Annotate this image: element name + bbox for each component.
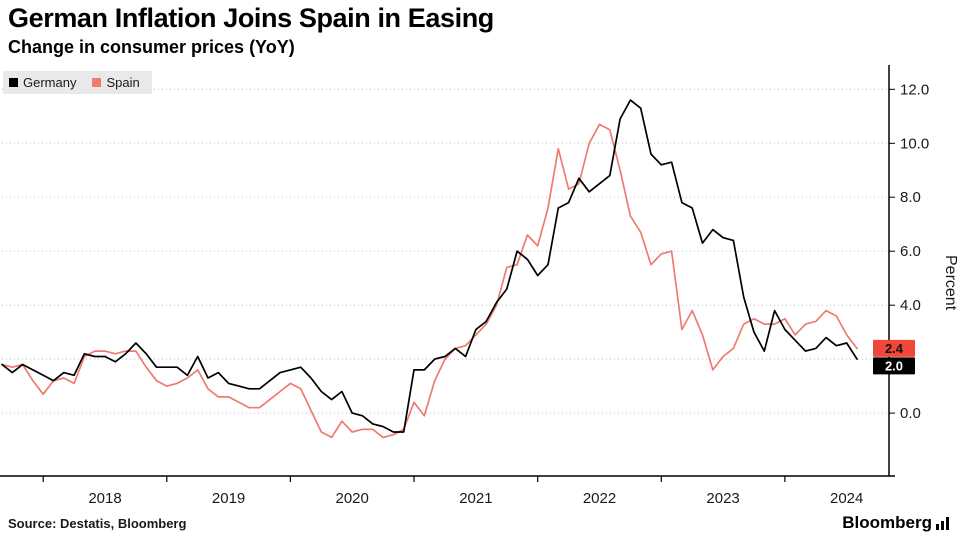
page-title: German Inflation Joins Spain in Easing [8,3,494,33]
chart-legend: Germany Spain [3,70,152,94]
svg-text:2022: 2022 [583,490,616,507]
page-subtitle: Change in consumer prices (YoY) [8,36,295,57]
svg-text:6.0: 6.0 [900,243,921,260]
source-note: Source: Destatis, Bloomberg [8,515,187,531]
chart-footer: Source: Destatis, Bloomberg Bloomberg [8,513,949,533]
legend-label: Germany [23,74,77,90]
svg-text:2019: 2019 [212,490,245,507]
svg-text:8.0: 8.0 [900,189,921,206]
svg-text:2020: 2020 [336,490,369,507]
svg-text:2021: 2021 [459,490,492,507]
bloomberg-brand: Bloomberg [842,513,949,533]
svg-text:2.4: 2.4 [885,341,904,356]
inflation-chart: 0.0 4.0 6.0 8.0 10.0 12.0 2018 2019 2020 2021 2022… [0,64,959,507]
svg-text:Percent: Percent [942,255,959,311]
svg-text:10.0: 10.0 [900,135,929,152]
svg-text:4.0: 4.0 [900,297,921,314]
legend-item-germany: Germany [9,75,76,90]
svg-text:2018: 2018 [88,490,121,507]
svg-text:12.0: 12.0 [900,81,929,98]
chart-area: 0.0 4.0 6.0 8.0 10.0 12.0 2018 2019 2020 2021 2022… [0,60,959,522]
bloomberg-logo-icon [936,516,949,530]
legend-swatch [9,77,18,87]
svg-text:0.0: 0.0 [900,405,921,422]
legend-item-spain: Spain [92,74,140,90]
svg-text:2.0: 2.0 [885,358,903,373]
legend-swatch [92,77,102,87]
chart-header: German Inflation Joins Spain in Easing C… [0,0,959,58]
svg-text:2023: 2023 [706,490,739,507]
svg-text:2024: 2024 [830,490,863,507]
bloomberg-wordmark: Bloomberg [842,513,932,532]
legend-label: Spain [106,74,140,90]
